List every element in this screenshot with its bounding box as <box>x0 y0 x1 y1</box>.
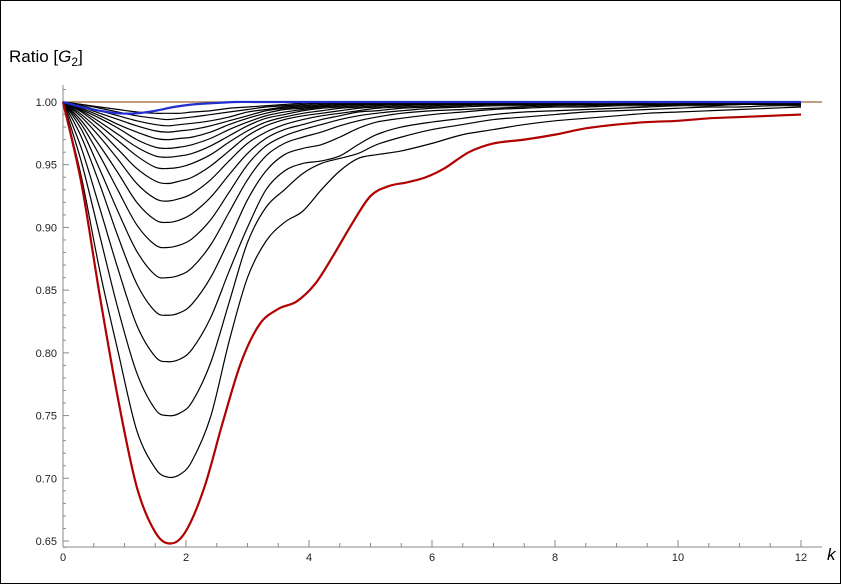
y-tick-label: 0.90 <box>36 222 57 234</box>
y-tick-label: 0.75 <box>36 411 57 423</box>
series-layer <box>61 100 802 545</box>
x-tick-label: 6 <box>429 552 435 564</box>
x-tick-label: 10 <box>672 552 684 564</box>
y-tick-label: 0.65 <box>36 536 57 548</box>
y-tick-label: 0.95 <box>36 160 57 172</box>
y-axis-label-var: G <box>58 47 71 66</box>
y-axis-label-prefix: Ratio [ <box>9 47 58 66</box>
x-axis-label: k <box>827 545 837 564</box>
y-tick-label: 0.80 <box>36 348 57 360</box>
series-line-3 <box>62 101 802 417</box>
y-tick-label: 1.00 <box>36 97 57 109</box>
y-axis-label: Ratio [G2] <box>9 47 83 69</box>
series-line-2 <box>62 101 802 479</box>
y-tick-label: 0.85 <box>36 285 57 297</box>
series-line-6 <box>62 101 801 279</box>
series-line-9 <box>62 101 801 202</box>
y-tick-label: 0.70 <box>36 473 57 485</box>
x-tick-label: 8 <box>552 552 558 564</box>
axes-layer: 0.65 0.70 0.75 0.80 0.85 0.90 0.95 1.00 0 2 4 6 8 10 1… <box>36 85 822 564</box>
x-tick-label: 2 <box>183 552 189 564</box>
series-line-19 <box>62 100 801 115</box>
x-tick-label: 12 <box>795 552 807 564</box>
x-tick-label: 0 <box>60 552 66 564</box>
series-line-1 <box>61 101 802 545</box>
series-line-5 <box>62 101 802 316</box>
x-tick-label: 4 <box>306 552 312 564</box>
y-axis-label-suffix: ] <box>78 47 83 66</box>
series-line-4 <box>62 101 801 363</box>
y-axis-label-sub: 2 <box>71 55 78 69</box>
